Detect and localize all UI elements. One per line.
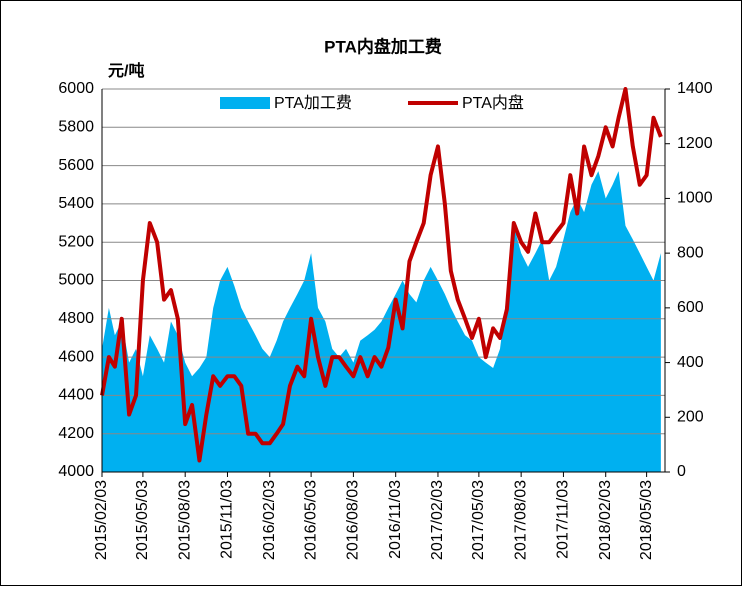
y-tick-label: 6000 xyxy=(58,80,94,97)
x-tick-label: 2015/11/03 xyxy=(219,480,236,559)
y-tick-label: 4400 xyxy=(58,387,94,404)
y2-tick-label: 1000 xyxy=(677,190,713,207)
chart-title: PTA内盘加工费 xyxy=(324,36,442,56)
x-tick-label: 2018/05/03 xyxy=(638,480,655,560)
y2-tick-label: 200 xyxy=(677,409,704,426)
y-tick-label: 5200 xyxy=(58,233,94,250)
x-tick-label: 2017/11/03 xyxy=(555,480,572,559)
y-tick-label: 4000 xyxy=(58,463,94,480)
y-tick-label: 5600 xyxy=(58,157,94,174)
x-tick-label: 2016/02/03 xyxy=(261,480,278,560)
x-tick-label: 2016/08/03 xyxy=(345,480,362,560)
legend-swatch xyxy=(220,97,270,109)
y2-tick-label: 400 xyxy=(677,354,704,371)
y-tick-label: 4200 xyxy=(58,425,94,442)
x-tick-label: 2018/02/03 xyxy=(597,480,614,560)
legend-label: PTA内盘 xyxy=(462,93,524,112)
x-tick-label: 2017/02/03 xyxy=(429,480,446,560)
y2-tick-label: 0 xyxy=(677,463,686,480)
y2-tick-label: 600 xyxy=(677,299,704,316)
x-tick-label: 2017/05/03 xyxy=(470,480,487,560)
y2-tick-label: 1200 xyxy=(677,135,713,152)
x-tick-label: 2016/05/03 xyxy=(302,480,319,560)
x-tick-label: 2017/08/03 xyxy=(512,480,529,560)
y-tick-label: 5400 xyxy=(58,195,94,212)
y-tick-label: 5000 xyxy=(58,272,94,289)
y2-tick-label: 800 xyxy=(677,244,704,261)
x-tick-label: 2015/05/03 xyxy=(134,480,151,560)
x-tick-label: 2015/02/03 xyxy=(93,480,110,560)
y-tick-label: 4800 xyxy=(58,310,94,327)
line xyxy=(100,87,663,463)
y-axis-label: 元/吨 xyxy=(108,61,144,80)
y2-tick-label: 1400 xyxy=(677,80,713,97)
x-tick-label: 2015/08/03 xyxy=(176,480,193,560)
legend-label: PTA加工费 xyxy=(274,94,352,112)
y-tick-label: 5800 xyxy=(58,119,94,136)
y-tick-label: 4600 xyxy=(58,348,94,365)
x-tick-label: 2016/11/03 xyxy=(387,480,404,559)
